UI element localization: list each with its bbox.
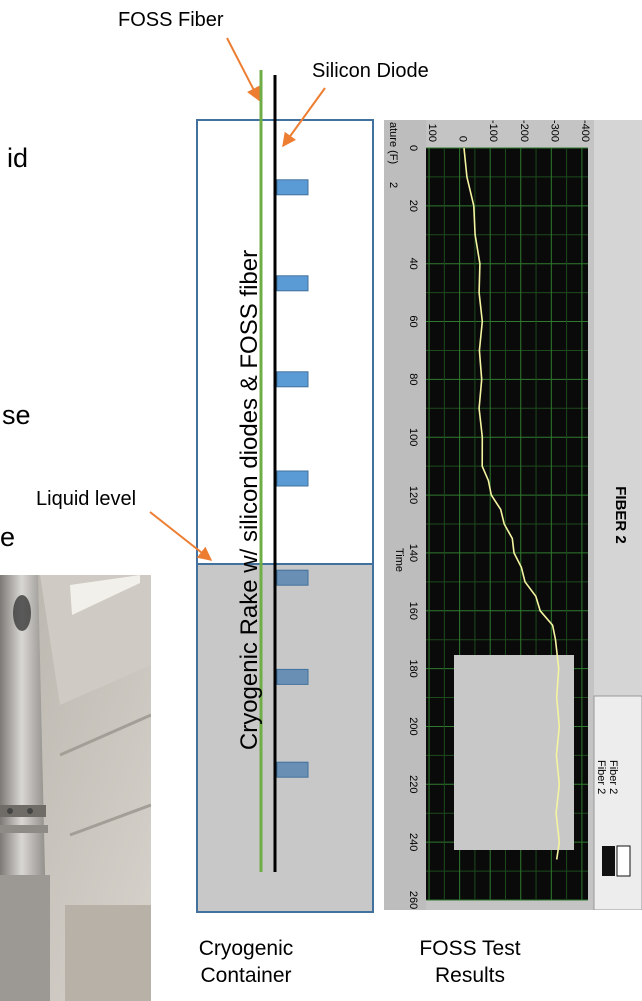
slide-text-fragment-3: e	[0, 522, 16, 552]
silicon-diode-1	[276, 179, 309, 196]
results-caption-line-1: FOSS Test	[419, 937, 521, 960]
liquid-region	[197, 564, 373, 912]
x-tick-220: 220	[407, 775, 419, 793]
silicon-diode-5	[276, 569, 309, 586]
liquid-level-arrow	[149, 511, 213, 561]
graph-title: FIBER 2	[612, 486, 629, 544]
x-tick-labels: 0 20 40 60 80 100 120 140 160 180 200 220 240 260	[407, 145, 419, 909]
y-tick-100: 100	[426, 124, 438, 142]
container-outline	[196, 119, 374, 913]
x-tick-260: 260	[407, 891, 419, 909]
x-axis-label: Time	[393, 548, 405, 572]
x-tick-0: 0	[407, 145, 419, 151]
x-tick-100: 100	[407, 428, 419, 446]
rake-title: Cryogenic Rake w/ silicon diodes & FOSS …	[236, 249, 263, 751]
foss-fiber-label: FOSS Fiber	[118, 9, 224, 31]
silicon-diode-6	[276, 668, 309, 685]
y-axis-label: ature (F)	[387, 122, 399, 164]
slide-text-fragment-2: se	[2, 400, 31, 430]
x-tick-180: 180	[407, 659, 419, 677]
x-tick-120: 120	[407, 486, 419, 504]
legend-swatch-2	[616, 845, 631, 877]
legend-entry-2: Fiber 2	[595, 760, 607, 794]
y-tick-0: 0	[457, 136, 469, 142]
y-tick--200: -200	[518, 120, 530, 142]
y-tick--300: -300	[548, 120, 560, 142]
rake-diagram	[149, 37, 374, 913]
results-caption-line-2: Results	[434, 964, 506, 987]
silicon-diode-4	[276, 470, 309, 487]
x-tick-240: 240	[407, 833, 419, 851]
silicon-diode-label: Silicon Diode	[312, 60, 429, 82]
results-caption: FOSS Test Results	[410, 935, 530, 989]
foss-fiber-arrow	[226, 37, 260, 102]
y-tick--100: -100	[487, 120, 499, 142]
slide-text-fragment-1: id	[7, 143, 29, 173]
x-tick-140: 140	[407, 544, 419, 562]
container-caption: Cryogenic Container	[196, 935, 296, 989]
container-photo	[0, 575, 151, 1001]
y-axis-label-suffix: 2	[387, 182, 399, 188]
silicon-diode-arrow	[282, 87, 326, 148]
legend-swatch-1	[602, 846, 615, 876]
x-tick-200: 200	[407, 717, 419, 735]
silicon-diode-3	[276, 371, 309, 388]
series-line-fiber-2	[463, 147, 561, 860]
x-tick-160: 160	[407, 602, 419, 620]
y-tick-labels: 100 0 -100 -200 -300 -400	[426, 120, 591, 142]
x-tick-20: 20	[407, 200, 419, 212]
x-tick-80: 80	[407, 373, 419, 385]
x-tick-40: 40	[407, 258, 419, 270]
legend-entry-1: Fiber 2	[607, 760, 619, 794]
container-caption-line-2: Container	[200, 964, 292, 987]
liquid-level-label: Liquid level	[36, 488, 137, 510]
diode-markers	[276, 179, 309, 778]
legend-box	[593, 695, 642, 910]
silicon-diode-7	[276, 761, 309, 778]
y-tick--400: -400	[579, 120, 591, 142]
x-tick-60: 60	[407, 315, 419, 327]
silicon-diode-2	[276, 275, 309, 292]
container-caption-line-1: Cryogenic	[198, 937, 294, 960]
plot-overlay-box	[454, 655, 574, 850]
